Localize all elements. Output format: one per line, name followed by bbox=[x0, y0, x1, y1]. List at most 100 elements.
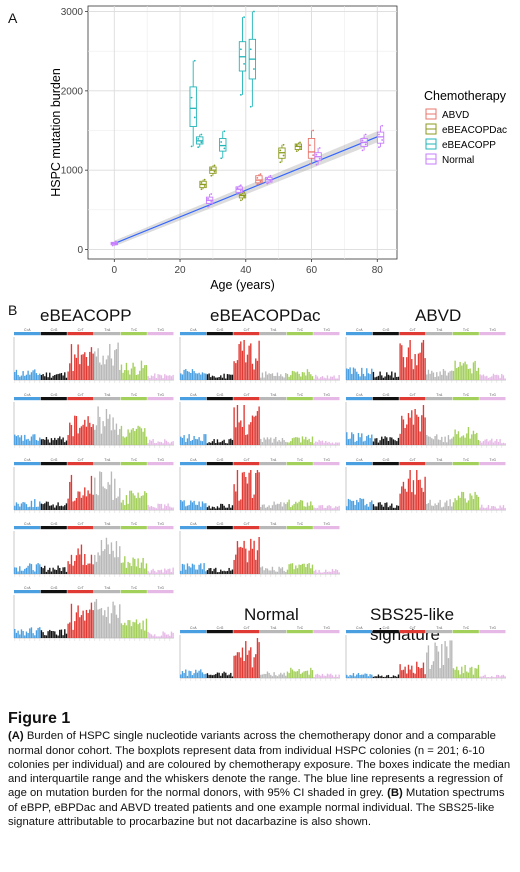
spectrum-bar bbox=[248, 345, 250, 380]
class-strip bbox=[120, 590, 147, 594]
spectrum-bar bbox=[112, 417, 114, 445]
spectrum-bar bbox=[391, 437, 393, 445]
legend-item-normal: Normal bbox=[425, 153, 474, 166]
spectrum-ebeacopp: C>A C>G C>T T>A T>C T>G bbox=[13, 586, 174, 641]
spectrum-bar bbox=[456, 500, 458, 510]
spectrum-bar bbox=[328, 571, 330, 574]
class-label: T>A bbox=[436, 458, 443, 462]
spectrum-bar bbox=[55, 439, 58, 445]
class-label: C>T bbox=[244, 626, 250, 630]
spectrum-bar bbox=[308, 505, 310, 510]
colony-point bbox=[364, 143, 367, 146]
spectrum-bar bbox=[238, 652, 240, 678]
spectrum-bar bbox=[457, 670, 460, 678]
spectrum-bar bbox=[253, 657, 255, 678]
class-strip bbox=[346, 332, 373, 336]
spectrum-bar bbox=[206, 507, 209, 510]
box-ebeacopp bbox=[189, 59, 197, 148]
spectrum-bar bbox=[238, 344, 240, 380]
spectrum-bar bbox=[216, 377, 219, 380]
spectrum-bar bbox=[396, 676, 398, 678]
spectrum-bar bbox=[127, 561, 129, 574]
spectrum-bar bbox=[281, 674, 284, 678]
spectrum-bar bbox=[283, 440, 285, 445]
class-strip bbox=[180, 332, 207, 336]
spectrum-bar bbox=[426, 503, 428, 510]
spectrum-bar bbox=[110, 542, 113, 574]
spectrum-bar bbox=[303, 372, 305, 380]
spectrum-bar bbox=[266, 671, 269, 678]
spectrum-bar bbox=[59, 373, 61, 380]
spectrum-bar bbox=[160, 503, 163, 510]
spectrum-bar bbox=[328, 378, 330, 380]
spectrum-bar bbox=[396, 505, 398, 510]
spectrum-bar bbox=[246, 434, 249, 445]
spectrum-bar bbox=[193, 564, 195, 574]
spectrum-bar bbox=[335, 442, 337, 445]
spectrum-bar bbox=[461, 491, 463, 510]
group-title-abvd: ABVD bbox=[415, 306, 462, 325]
spectrum-bar bbox=[198, 372, 200, 380]
group-title-ebeacopp: eBEACOPP bbox=[40, 306, 132, 325]
spectrum-bar bbox=[102, 615, 104, 638]
spectrum-bar bbox=[144, 630, 146, 638]
spectrum-bar bbox=[278, 376, 280, 380]
spectrum-bar bbox=[296, 437, 299, 445]
spectrum-bar bbox=[27, 565, 29, 574]
spectrum-bar bbox=[70, 554, 73, 574]
spectrum-bar bbox=[142, 495, 144, 510]
spectrum-bar bbox=[251, 667, 254, 678]
spectrum-bar bbox=[195, 569, 197, 574]
spectrum-bar bbox=[283, 570, 285, 574]
spectrum-bar bbox=[47, 631, 49, 638]
spectrum-bar bbox=[226, 443, 229, 445]
spectrum-bar bbox=[338, 442, 340, 445]
spectrum-bar bbox=[17, 503, 19, 510]
spectrum-bar bbox=[291, 505, 294, 510]
colony-point bbox=[213, 164, 216, 167]
spectrum-bar bbox=[469, 667, 471, 678]
spectrum-bar bbox=[459, 674, 461, 678]
spectrum-bar bbox=[137, 425, 139, 445]
spectrum-bar bbox=[55, 634, 58, 638]
spectrum-bar bbox=[57, 502, 59, 510]
spectrum-bar bbox=[349, 499, 351, 510]
spectrum-bar bbox=[110, 613, 113, 638]
spectrum-bar bbox=[191, 369, 194, 380]
class-label: T>G bbox=[158, 586, 165, 590]
spectrum-bar bbox=[315, 569, 317, 574]
spectrum-bar bbox=[215, 508, 217, 510]
spectrum-bar bbox=[164, 504, 166, 510]
spectrum-bar bbox=[406, 673, 408, 678]
spectrum-bar bbox=[359, 498, 361, 510]
spectrum-bar bbox=[426, 374, 428, 380]
spectrum-bar bbox=[487, 441, 490, 445]
spectrum-bar bbox=[331, 675, 334, 678]
spectrum-bar bbox=[170, 441, 173, 445]
spectrum-bar bbox=[321, 440, 324, 445]
spectrum-bar bbox=[134, 622, 136, 638]
class-label: T>C bbox=[297, 522, 304, 526]
spectrum-bar bbox=[501, 443, 503, 445]
class-strip bbox=[426, 630, 453, 634]
spectrum-bar bbox=[424, 476, 426, 510]
spectrum-bar bbox=[59, 506, 61, 510]
spectrum-bar bbox=[466, 502, 468, 510]
spectrum-bar bbox=[447, 506, 450, 510]
spectrum-bar bbox=[57, 635, 59, 638]
class-label: T>G bbox=[490, 328, 497, 332]
spectrum-bar bbox=[172, 632, 174, 638]
spectrum-bar bbox=[431, 664, 433, 678]
legend-item-ebeacopp: eBEACOPP bbox=[425, 138, 496, 151]
spectrum-bar bbox=[19, 437, 21, 445]
spectrum-bar bbox=[60, 439, 63, 445]
spectrum-bar bbox=[311, 376, 314, 380]
spectrum-bar bbox=[180, 436, 182, 445]
spectrum-bar bbox=[258, 642, 260, 678]
spectrum-bar bbox=[127, 370, 129, 380]
spectrum-bar bbox=[263, 570, 265, 574]
spectrum-bar bbox=[417, 353, 420, 380]
colony-point bbox=[203, 185, 206, 187]
spectrum-bar bbox=[293, 371, 295, 380]
